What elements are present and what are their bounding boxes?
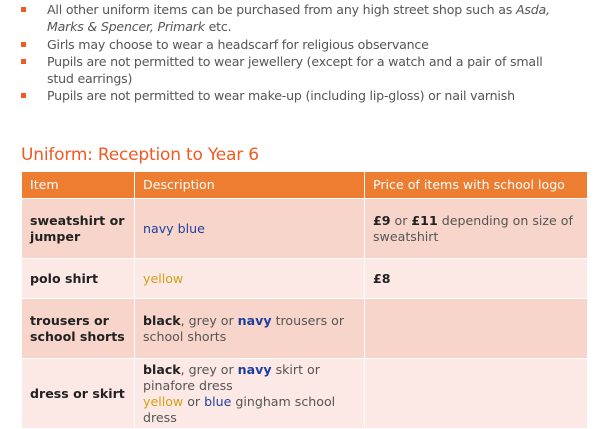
- text: trousers or school shorts: [143, 312, 345, 344]
- rules-list: All other uniform items can be purchased…: [0, 1, 600, 105]
- bullet-text: Girls may choose to wear a headscarf for…: [47, 36, 429, 52]
- color-text: blue: [204, 393, 232, 409]
- description-cell: black, grey or navy trousers or school s…: [134, 298, 365, 359]
- table-row: trousers or school shorts black, grey or…: [21, 298, 588, 359]
- bullet-icon: [21, 41, 26, 47]
- list-item: Pupils are not permitted to wear jewelle…: [0, 53, 567, 88]
- price-cell: £9 or £11 depending on size of sweatshir…: [364, 198, 588, 259]
- header-price: Price of items with school logo: [364, 171, 588, 199]
- item-cell: polo shirt: [21, 258, 135, 299]
- color-text: black: [143, 312, 181, 328]
- bullet-icon: [21, 58, 26, 64]
- price-cell: [364, 358, 588, 429]
- bullet-icon: [21, 93, 26, 99]
- shop-names: Asda, Marks & Spencer, Primark: [47, 2, 550, 35]
- price-cell: [364, 298, 588, 359]
- color-text: yellow: [143, 393, 184, 409]
- list-item: All other uniform items can be purchased…: [0, 1, 567, 36]
- bullet-icon: [21, 7, 26, 12]
- text: or: [183, 393, 205, 409]
- price-cell: £8: [364, 258, 588, 299]
- text: skirt or pinafore dress: [143, 361, 320, 393]
- color-text: black: [143, 361, 181, 377]
- item-cell: sweatshirt or jumper: [21, 198, 135, 259]
- bullet-text: Pupils are not permitted to wear make-up…: [47, 88, 515, 104]
- price: £11: [411, 212, 438, 228]
- list-item: Pupils are not permitted to wear make-up…: [0, 87, 567, 104]
- description-cell: yellow: [134, 258, 365, 299]
- section-title: Uniform: Reception to Year 6: [21, 145, 259, 165]
- header-item: Item: [21, 171, 135, 199]
- header-description: Description: [134, 171, 365, 199]
- color-text: yellow: [143, 270, 184, 286]
- item-cell: dress or skirt: [21, 358, 135, 429]
- color-text: navy blue: [143, 220, 205, 236]
- uniform-table: Item Description Price of items with sch…: [21, 171, 588, 429]
- text: , grey or: [180, 312, 238, 328]
- table-header: Item Description Price of items with sch…: [21, 171, 588, 199]
- bullet-text: All other uniform items can be purchased…: [47, 2, 516, 17]
- bullet-text: Pupils are not permitted to wear jewelle…: [47, 53, 543, 87]
- item-cell: trousers or school shorts: [21, 298, 135, 359]
- color-text: navy: [237, 361, 272, 377]
- description-cell: black, grey or navy skirt or pinafore dr…: [134, 358, 365, 429]
- bullet-text: etc.: [204, 19, 232, 35]
- table-row: dress or skirt black, grey or navy skirt…: [21, 358, 588, 429]
- table-row: sweatshirt or jumper navy blue £9 or £11…: [21, 198, 588, 259]
- color-text: navy: [237, 312, 272, 328]
- price: £9: [373, 212, 391, 228]
- price: £8: [373, 270, 391, 286]
- table-row: polo shirt yellow £8: [21, 258, 588, 299]
- list-item: Girls may choose to wear a headscarf for…: [0, 36, 567, 53]
- text: , grey or: [180, 361, 238, 377]
- text: depending on size of sweatshirt: [373, 212, 573, 244]
- description-cell: navy blue: [134, 198, 365, 259]
- text: or: [390, 212, 412, 228]
